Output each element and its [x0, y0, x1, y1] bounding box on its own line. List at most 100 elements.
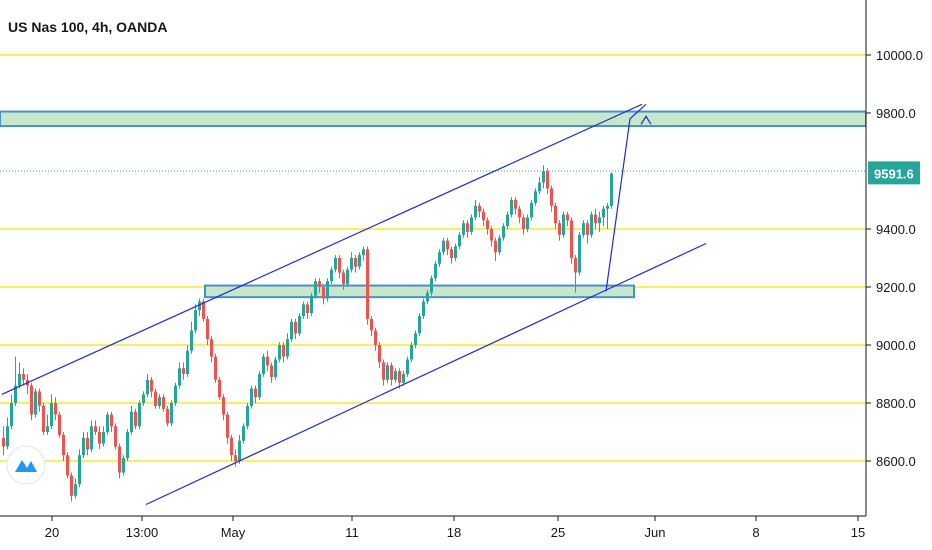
logo-mountain — [15, 460, 37, 472]
trend-channel-drawings[interactable] — [1, 103, 707, 506]
projection-path[interactable] — [605, 103, 647, 292]
candle-body — [270, 365, 273, 377]
candle-body — [378, 345, 381, 363]
candle-body — [182, 368, 185, 374]
candle-body — [266, 356, 269, 366]
candle-body — [34, 391, 37, 415]
candle-body — [542, 171, 545, 183]
price-tick-label: 9800.0 — [876, 106, 916, 121]
candle-body — [582, 223, 585, 235]
candle-body — [398, 371, 401, 383]
candle-body — [470, 217, 473, 232]
candle-body — [42, 405, 45, 432]
candle-body — [134, 411, 137, 427]
candle-body — [514, 200, 517, 209]
candle-body — [202, 301, 205, 319]
candle-body — [238, 440, 241, 461]
candle-body — [302, 304, 305, 316]
candle-body — [330, 269, 333, 282]
candle-body — [2, 437, 5, 447]
candle-body — [518, 208, 521, 218]
chart-title: US Nas 100, 4h, OANDA — [8, 19, 168, 35]
candle-body — [290, 321, 293, 340]
candle-body — [458, 234, 461, 247]
price-axis[interactable]: 10000.0 9800.0 9400.0 9200.0 9000.0 8800.0 860… — [866, 48, 923, 469]
candle-body — [186, 350, 189, 374]
candle-body — [54, 403, 57, 415]
candle-body — [574, 258, 577, 273]
candle-body — [86, 437, 89, 450]
candle-body — [370, 318, 373, 331]
candle-body — [482, 211, 485, 221]
candlestick-series — [2, 165, 613, 502]
candle-body — [138, 403, 141, 427]
candle-body — [610, 173, 613, 206]
channel-line[interactable] — [1, 103, 643, 395]
time-tick-label: 11 — [345, 525, 359, 540]
candle-body — [594, 214, 597, 224]
candle-body — [346, 269, 349, 285]
candle-body — [114, 426, 117, 447]
candle-body — [538, 182, 541, 192]
candle-body — [198, 301, 201, 311]
candle-body — [386, 365, 389, 380]
candle-body — [350, 258, 353, 270]
candle-body — [246, 405, 249, 427]
time-tick-label: 20 — [45, 525, 59, 540]
candle-body — [234, 455, 237, 461]
price-tick-label: 8800.0 — [876, 396, 916, 411]
candle-body — [226, 414, 229, 438]
candle-body — [502, 226, 505, 238]
channel-line[interactable] — [145, 242, 707, 506]
candle-body — [490, 229, 493, 241]
price-tick-label: 10000.0 — [876, 48, 923, 63]
candle-body — [158, 397, 161, 406]
candle-body — [338, 258, 341, 273]
candle-body — [446, 240, 449, 250]
candle-body — [602, 208, 605, 218]
candle-body — [426, 292, 429, 302]
candle-body — [70, 475, 73, 496]
candle-body — [442, 240, 445, 253]
candle-body — [558, 223, 561, 235]
time-axis[interactable]: 20 13:00 May 11 18 25 Jun 8 15 — [45, 516, 865, 540]
candle-body — [106, 414, 109, 432]
candle-body — [94, 426, 97, 432]
candle-body — [150, 379, 153, 392]
candle-body — [434, 263, 437, 279]
candle-body — [298, 316, 301, 334]
candle-body — [38, 391, 41, 406]
candle-body — [374, 330, 377, 345]
candle-body — [522, 217, 525, 229]
candle-body — [590, 214, 593, 235]
candle-body — [250, 388, 253, 406]
candle-body — [526, 217, 529, 229]
tradingview-logo-icon[interactable] — [6, 445, 46, 485]
support-resistance-zones[interactable] — [0, 110, 867, 299]
candle-body — [390, 365, 393, 380]
candle-body — [474, 205, 477, 218]
candle-body — [550, 188, 553, 206]
candle-body — [162, 397, 165, 409]
time-tick-label: 8 — [752, 525, 759, 540]
candle-body — [118, 446, 121, 473]
candle-body — [382, 362, 385, 380]
candle-body — [66, 455, 69, 476]
zone-rect[interactable] — [204, 284, 635, 299]
candle-body — [406, 359, 409, 374]
candle-body — [410, 345, 413, 360]
candle-body — [430, 278, 433, 293]
candle-body — [78, 455, 81, 485]
candle-body — [146, 379, 149, 395]
candle-body — [230, 437, 233, 456]
zone-rect[interactable] — [0, 110, 867, 128]
candle-body — [6, 426, 9, 447]
candle-body — [418, 316, 421, 334]
candle-body — [454, 246, 457, 258]
candle-body — [10, 403, 13, 427]
candle-body — [130, 411, 133, 432]
candle-body — [190, 330, 193, 351]
last-price-tag: 9591.6 — [868, 161, 920, 185]
last-price-tag-bg — [868, 161, 920, 185]
